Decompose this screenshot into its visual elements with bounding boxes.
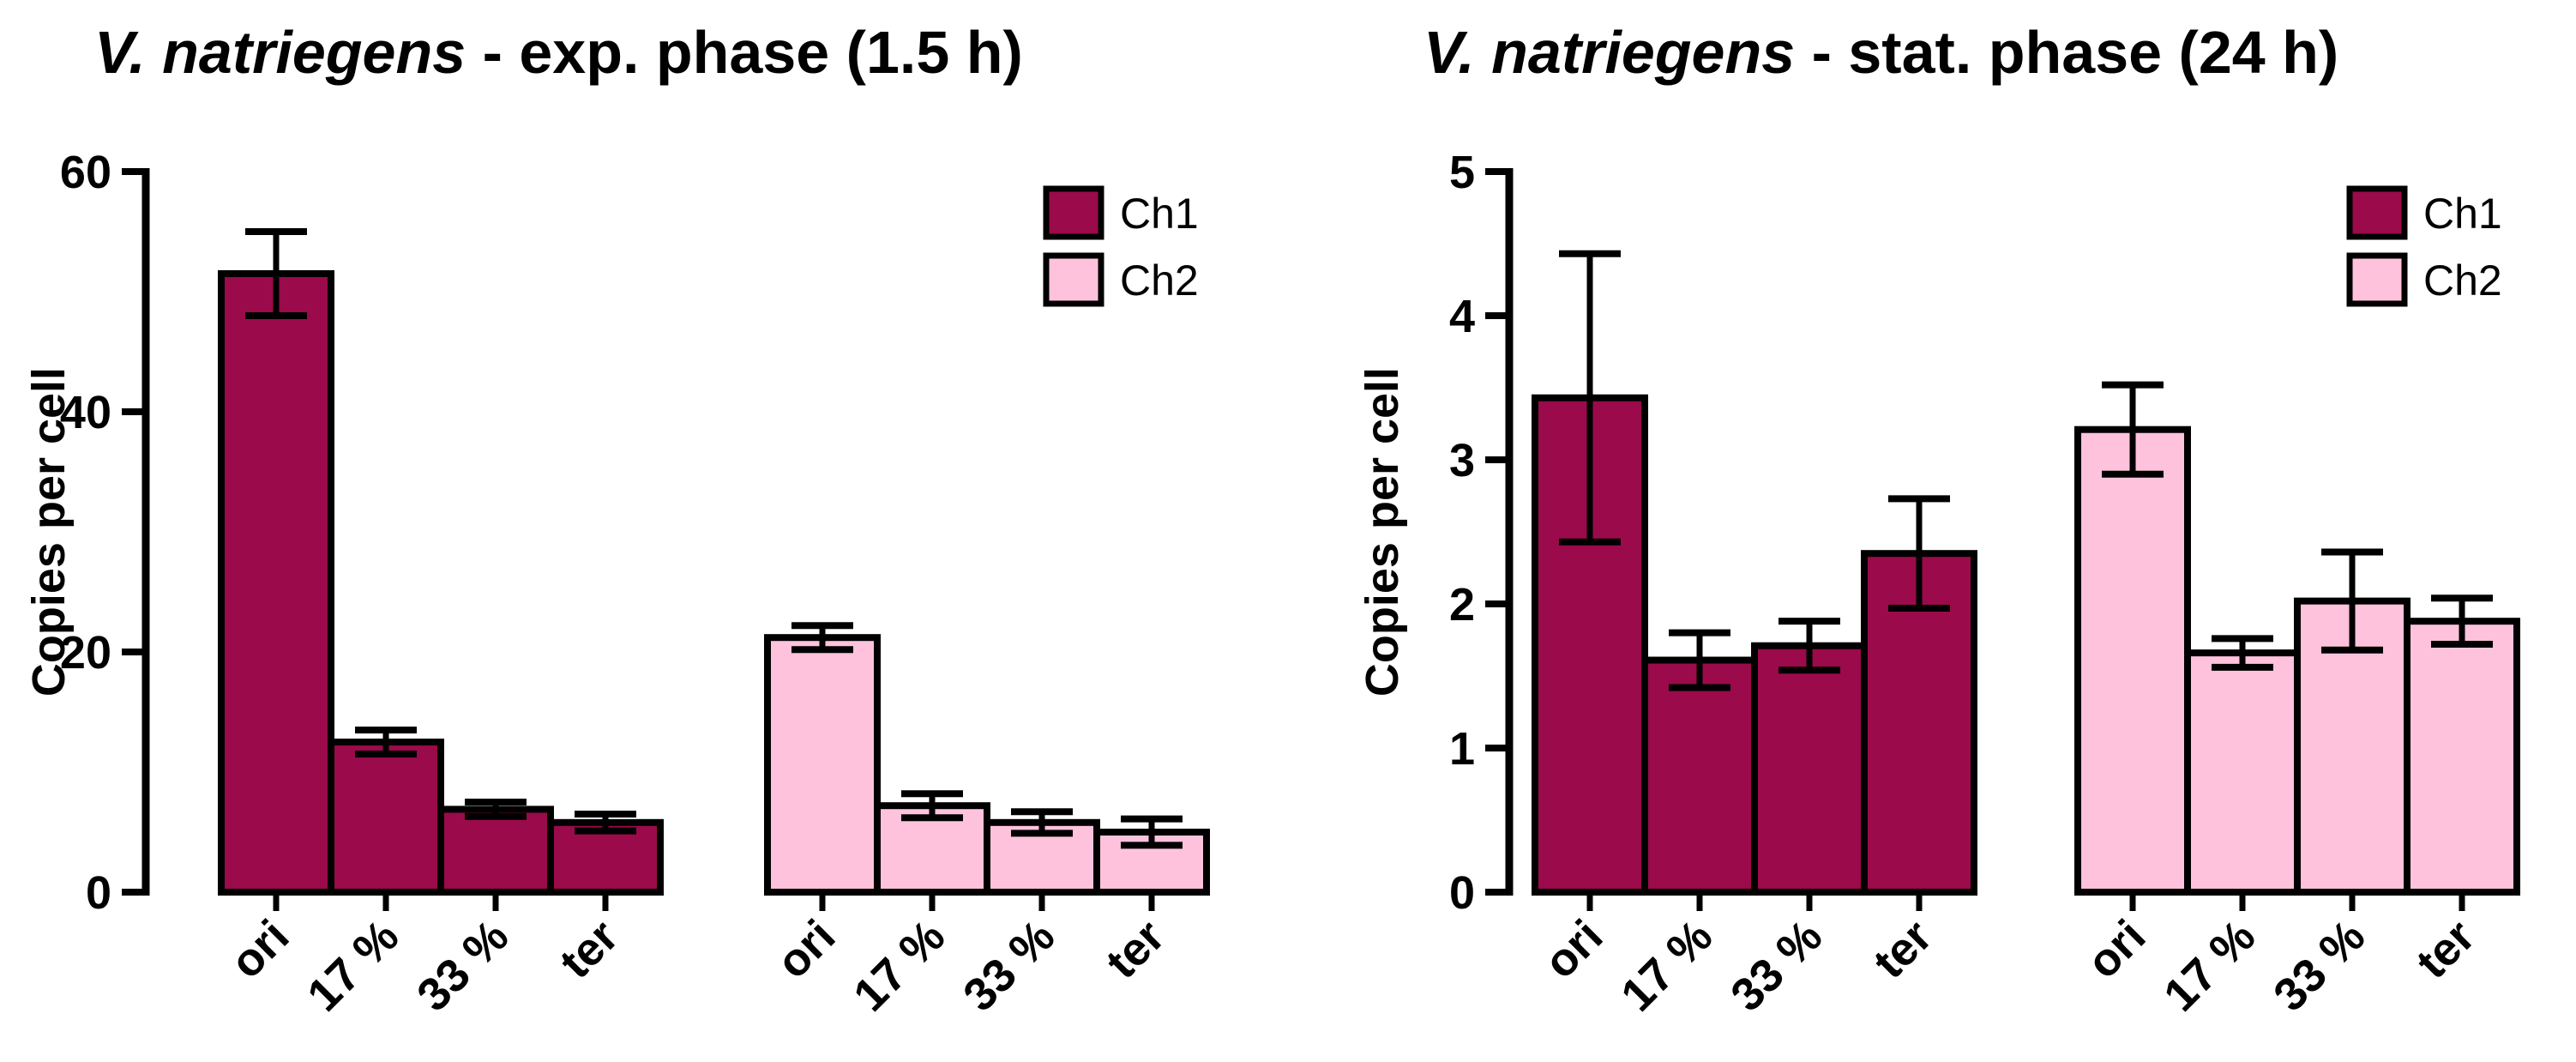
bar-ch2 (1093, 829, 1210, 896)
legend-label-ch1: Ch1 (1120, 190, 1199, 238)
chart-title-species: V. natriegens (94, 19, 466, 86)
x-category-label: 33 % (2264, 910, 2374, 1021)
legend-label-ch1: Ch1 (2423, 190, 2502, 238)
y-tick-label: 20 (60, 627, 111, 679)
y-tick-label: 0 (1449, 867, 1475, 919)
bar-ch1 (437, 806, 554, 896)
bar-ch1 (1641, 656, 1758, 896)
bar-ch2 (2074, 425, 2191, 896)
bar-ch1 (328, 739, 444, 896)
y-axis-label: Copies per cell (1357, 367, 1408, 697)
bar-ch2 (764, 634, 881, 896)
chart-title: V. natriegens - stat. phase (24 h) (1423, 19, 2338, 86)
y-tick-label: 1 (1449, 723, 1475, 775)
x-category-label: ori (2077, 910, 2155, 988)
x-category-label: 17 % (2154, 910, 2265, 1021)
x-category-label: 17 % (298, 910, 408, 1021)
chart-title-phase: - stat. phase (24 h) (1795, 19, 2338, 86)
x-category-label: 17 % (844, 910, 954, 1021)
bar-ch2 (2184, 649, 2301, 896)
bar-ch2 (2404, 618, 2520, 896)
chart-title-phase: - exp. phase (1.5 h) (466, 19, 1023, 86)
x-category-label: ori (767, 910, 845, 988)
y-tick-label: 60 (60, 147, 111, 198)
legend-swatch-ch2 (1043, 252, 1104, 307)
chart-panel-1: V. natriegens - exp. phase (1.5 h) Copies… (23, 19, 1210, 1022)
bar-ch1 (1751, 642, 1868, 896)
y-tick-label: 40 (60, 387, 111, 438)
legend-swatch-ch1 (1043, 185, 1104, 240)
x-category-label: ter (1863, 910, 1941, 988)
y-tick-label: 0 (86, 867, 111, 919)
chart-title: V. natriegens - exp. phase (1.5 h) (94, 19, 1023, 86)
x-category-label: ter (550, 910, 628, 988)
y-axis-label: Copies per cell (23, 367, 75, 697)
x-category-label: 33 % (407, 910, 518, 1021)
bar-ch1 (218, 270, 334, 896)
legend-label-ch2: Ch2 (2423, 256, 2502, 305)
y-tick-label: 5 (1449, 147, 1475, 198)
x-category-label: ter (1096, 910, 1174, 988)
legend-swatch-ch1 (2346, 185, 2408, 240)
x-category-label: 33 % (1721, 910, 1832, 1021)
y-tick-label: 3 (1449, 435, 1475, 486)
y-tick-label: 2 (1449, 579, 1475, 631)
chart-panel-2: V. natriegens - stat. phase (24 h) Copies… (1357, 19, 2520, 1022)
x-category-label: ori (220, 910, 298, 988)
legend-swatch-ch2 (2346, 252, 2408, 307)
x-category-label: ori (1534, 910, 1612, 988)
y-tick-label: 4 (1449, 291, 1475, 342)
legend-label-ch2: Ch2 (1120, 256, 1199, 305)
x-category-label: 17 % (1611, 910, 1722, 1021)
x-category-label: ter (2406, 910, 2484, 988)
chart-title-species: V. natriegens (1423, 19, 1795, 86)
x-category-label: 33 % (954, 910, 1064, 1021)
